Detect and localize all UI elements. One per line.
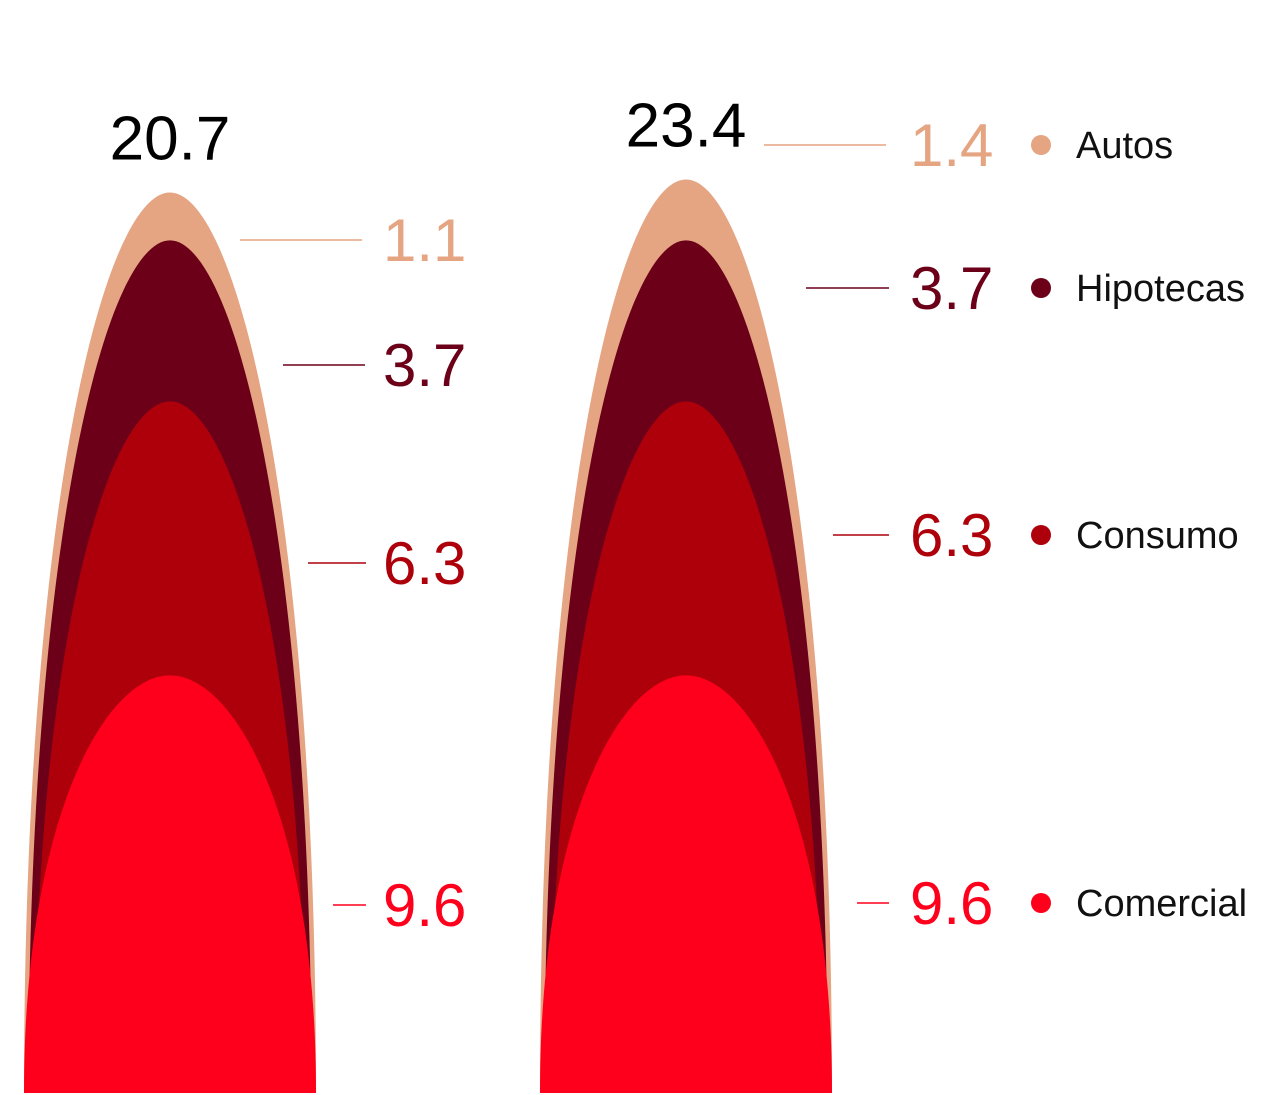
legend-dot-comercial — [1031, 893, 1051, 913]
legend-label-hipotecas: Hipotecas — [1076, 268, 1245, 310]
value-label-autos-2: 1.4 — [910, 112, 993, 179]
dome-comercial-2 — [540, 675, 832, 1093]
value-label-autos-1: 1.1 — [383, 207, 466, 274]
legend-label-comercial: Comercial — [1076, 883, 1247, 925]
legend-dot-autos — [1031, 135, 1051, 155]
value-label-comercial-1: 9.6 — [383, 872, 466, 939]
column-1: 20.7 1.1 3.7 6.3 9.6 — [24, 105, 466, 1094]
legend: Autos Hipotecas Consumo Comercial — [1031, 125, 1247, 925]
total-label-2: 23.4 — [626, 92, 747, 161]
value-label-hipotecas-1: 3.7 — [383, 332, 466, 399]
value-label-consumo-2: 6.3 — [910, 502, 993, 569]
total-label-1: 20.7 — [110, 105, 231, 174]
legend-label-autos: Autos — [1076, 125, 1173, 167]
legend-dot-hipotecas — [1031, 278, 1051, 298]
legend-dot-consumo — [1031, 525, 1051, 545]
column-2: 23.4 1.4 3.7 6.3 9.6 — [540, 92, 993, 1094]
value-label-hipotecas-2: 3.7 — [910, 255, 993, 322]
legend-label-consumo: Consumo — [1076, 515, 1239, 557]
value-label-consumo-1: 6.3 — [383, 530, 466, 597]
dome-comercial-1 — [24, 675, 316, 1093]
value-label-comercial-2: 9.6 — [910, 870, 993, 937]
